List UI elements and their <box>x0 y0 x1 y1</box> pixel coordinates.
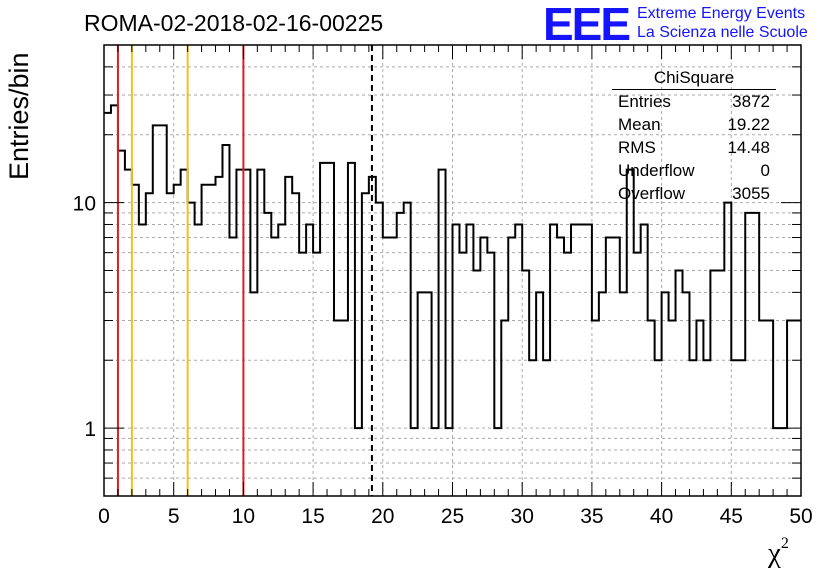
chart-title: ROMA-02-2018-02-16-00225 <box>84 10 384 36</box>
x-axis-label-text: χ <box>768 537 781 569</box>
stats-row-entries: Entries 3872 <box>610 90 776 113</box>
stats-label: Underflow <box>618 161 695 180</box>
x-tick-label: 5 <box>168 505 180 528</box>
stats-label: Overflow <box>618 184 686 203</box>
stats-box: ChiSquare Entries 3872 Mean 19.22 RMS 14.48… <box>610 68 776 205</box>
y-axis-label: Entries/bin <box>4 52 34 180</box>
stats-row-rms: RMS 14.48 <box>610 136 776 159</box>
x-tick-label: 20 <box>371 505 394 528</box>
x-tick-label: 40 <box>650 505 673 528</box>
x-axis-label-superscript: 2 <box>780 535 789 552</box>
stats-label: RMS <box>618 138 656 157</box>
y-tick-label: 10 <box>73 193 96 216</box>
eee-logo-mark: EEE <box>543 0 631 50</box>
stats-row-underflow: Underflow 0 <box>610 159 776 182</box>
stats-title: ChiSquare <box>612 68 776 90</box>
stats-row-mean: Mean 19.22 <box>610 113 776 136</box>
stats-label: Entries <box>618 92 671 111</box>
stats-value: 14.48 <box>727 138 770 157</box>
stats-label: Mean <box>618 115 661 134</box>
x-tick-label: 45 <box>720 505 743 528</box>
stats-value: 3055 <box>732 184 770 203</box>
logo-line-2: La Scienza nelle Scuole <box>637 24 808 41</box>
x-tick-label: 50 <box>789 505 812 528</box>
histogram-series <box>104 104 801 430</box>
x-tick-label: 15 <box>301 505 324 528</box>
x-tick-label: 10 <box>232 505 255 528</box>
logo-line-1: Extreme Energy Events <box>637 5 806 22</box>
x-tick-label: 30 <box>511 505 534 528</box>
x-tick-label: 0 <box>98 505 110 528</box>
stats-value: 3872 <box>732 92 770 111</box>
x-axis-label: χ2 <box>768 535 789 570</box>
x-tick-label: 35 <box>580 505 603 528</box>
stats-row-overflow: Overflow 3055 <box>610 182 776 205</box>
y-tick-label: 1 <box>84 418 96 441</box>
stats-value: 19.22 <box>727 115 770 134</box>
x-tick-label: 25 <box>441 505 464 528</box>
stats-value: 0 <box>760 161 770 180</box>
